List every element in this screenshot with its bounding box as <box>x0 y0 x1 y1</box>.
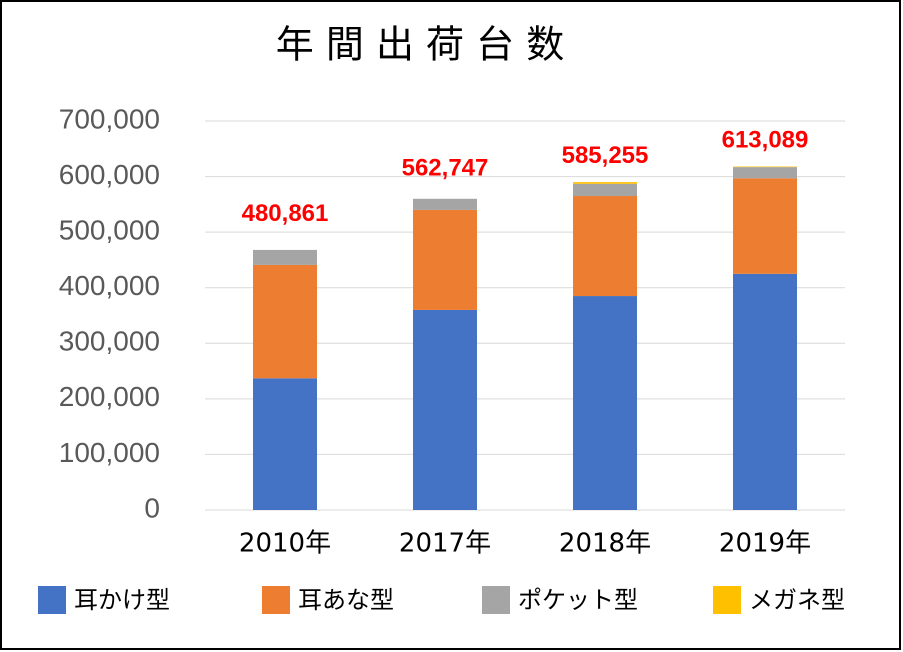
total-label: 480,861 <box>242 200 329 227</box>
y-tick-label: 200,000 <box>59 381 160 412</box>
y-tick-label: 600,000 <box>59 159 160 190</box>
total-label: 562,747 <box>402 155 489 182</box>
y-tick-label: 500,000 <box>59 215 160 246</box>
y-tick-label: 700,000 <box>59 103 160 134</box>
bar-segment <box>733 166 797 168</box>
bar-segment <box>733 178 797 274</box>
legend-swatch <box>713 586 741 614</box>
y-tick-label: 100,000 <box>59 437 160 468</box>
bar-segment <box>573 196 637 297</box>
bar-segment <box>413 209 477 310</box>
legend-swatch <box>482 586 510 614</box>
legend-label: 耳かけ型 <box>74 586 170 614</box>
total-label: 613,089 <box>722 127 809 154</box>
x-tick-label: 2018年 <box>559 529 651 559</box>
bar-segment <box>413 309 477 510</box>
bar-segment <box>573 182 637 184</box>
bar-segment <box>253 249 317 265</box>
x-tick-label: 2010年 <box>239 529 331 559</box>
chart-title: 年 間 出 荷 台 数 <box>276 23 564 67</box>
bar-segment <box>253 264 317 379</box>
y-tick-label: 400,000 <box>59 270 160 301</box>
bar-segment <box>573 296 637 510</box>
bar-segment <box>573 183 637 197</box>
legend-label: 耳あな型 <box>298 586 394 614</box>
bar-segment <box>733 273 797 510</box>
bar-segment <box>413 198 477 210</box>
bar-segment <box>733 167 797 179</box>
x-tick-label: 2019年 <box>719 529 811 559</box>
bar-segment <box>253 378 317 510</box>
legend-swatch <box>262 586 290 614</box>
legend-swatch <box>38 586 66 614</box>
legend-label: メガネ型 <box>749 586 845 614</box>
y-tick-label: 0 <box>144 492 160 523</box>
total-label: 585,255 <box>562 142 649 169</box>
legend-label: ポケット型 <box>518 586 638 614</box>
x-tick-label: 2017年 <box>399 529 491 559</box>
y-tick-label: 300,000 <box>59 326 160 357</box>
